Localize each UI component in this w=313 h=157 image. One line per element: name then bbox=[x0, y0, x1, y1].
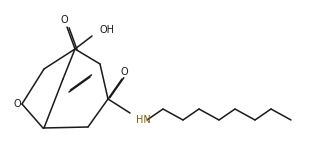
Text: O: O bbox=[120, 67, 128, 77]
Text: O: O bbox=[13, 99, 21, 109]
Text: OH: OH bbox=[99, 25, 114, 35]
Text: O: O bbox=[60, 15, 68, 25]
Text: HN: HN bbox=[136, 115, 151, 125]
